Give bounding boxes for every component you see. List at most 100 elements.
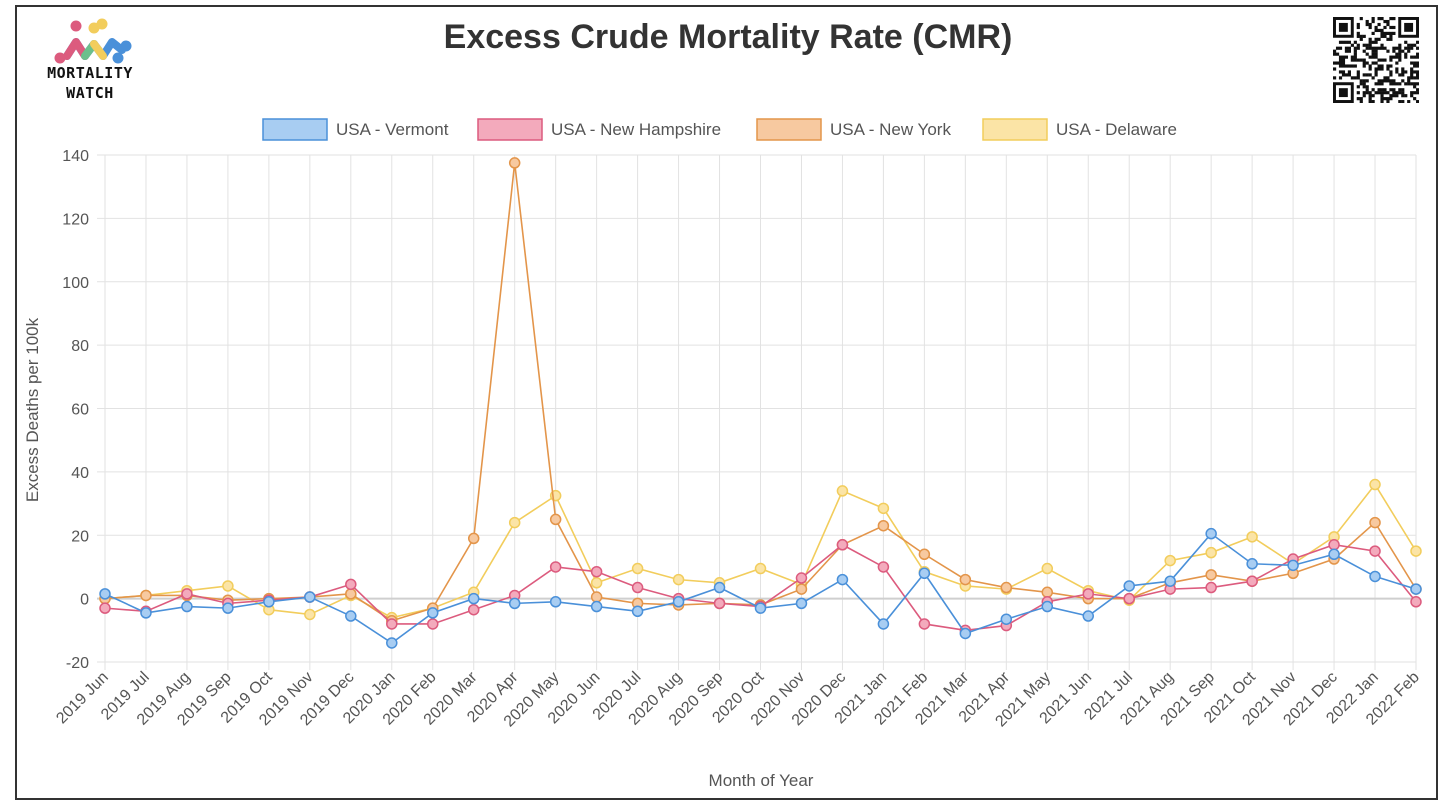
data-point[interactable]: [1246, 531, 1258, 543]
legend-item[interactable]: USA - New Hampshire: [477, 118, 721, 141]
data-point[interactable]: [467, 592, 480, 605]
data-point[interactable]: [795, 597, 808, 610]
data-point[interactable]: [1205, 569, 1217, 581]
data-point[interactable]: [1287, 559, 1299, 572]
data-point[interactable]: [795, 572, 808, 584]
data-point[interactable]: [181, 588, 193, 600]
data-point[interactable]: [1410, 545, 1422, 557]
data-point[interactable]: [1328, 539, 1340, 551]
qr-code-icon: [1333, 17, 1420, 104]
data-point[interactable]: [1164, 575, 1176, 587]
data-point[interactable]: [713, 597, 726, 610]
data-point[interactable]: [1369, 570, 1381, 583]
data-point[interactable]: [1410, 583, 1422, 595]
data-point[interactable]: [345, 610, 357, 622]
data-point[interactable]: [877, 502, 890, 515]
data-point[interactable]: [304, 608, 316, 621]
data-point[interactable]: [959, 627, 972, 640]
data-point[interactable]: [754, 602, 767, 614]
data-point[interactable]: [836, 573, 849, 586]
data-point[interactable]: [1164, 554, 1176, 567]
data-point[interactable]: [99, 588, 111, 600]
legend-swatch: [982, 118, 1048, 141]
data-point[interactable]: [1123, 580, 1135, 592]
y-tick-label: 60: [71, 402, 89, 419]
data-point[interactable]: [467, 532, 480, 545]
y-tick-label: 80: [71, 338, 89, 355]
data-point[interactable]: [222, 602, 234, 614]
data-point[interactable]: [99, 602, 111, 614]
data-point[interactable]: [1328, 548, 1340, 561]
legend-item[interactable]: USA - Delaware: [982, 118, 1177, 141]
data-point[interactable]: [795, 583, 808, 595]
data-point[interactable]: [427, 618, 439, 630]
data-point[interactable]: [918, 618, 931, 630]
data-point[interactable]: [467, 603, 480, 616]
data-point[interactable]: [508, 516, 521, 529]
data-point[interactable]: [1369, 478, 1381, 491]
data-point[interactable]: [1205, 581, 1217, 594]
data-point[interactable]: [1369, 516, 1381, 529]
data-point[interactable]: [1082, 588, 1094, 600]
data-point[interactable]: [1000, 613, 1013, 625]
y-tick-label: 20: [71, 528, 89, 545]
y-tick-label: 100: [62, 275, 89, 292]
data-point[interactable]: [508, 597, 521, 610]
y-tick-label: -20: [66, 655, 89, 672]
legend-label: USA - Vermont: [336, 120, 449, 139]
data-point[interactable]: [877, 519, 890, 532]
data-point[interactable]: [1123, 592, 1135, 605]
data-point[interactable]: [590, 565, 603, 578]
data-point[interactable]: [1041, 586, 1054, 599]
logo-text-line1: MORTALITY: [47, 64, 133, 82]
data-point[interactable]: [1246, 575, 1258, 587]
data-point[interactable]: [222, 580, 234, 592]
data-point[interactable]: [877, 618, 890, 630]
data-point[interactable]: [140, 607, 152, 619]
data-point[interactable]: [836, 539, 849, 551]
series-usa-vermont: [99, 527, 1422, 649]
data-point[interactable]: [386, 637, 398, 649]
data-point[interactable]: [181, 600, 193, 613]
data-point[interactable]: [304, 591, 316, 603]
data-point[interactable]: [386, 618, 398, 630]
data-point[interactable]: [590, 600, 603, 613]
data-point[interactable]: [631, 605, 644, 618]
data-point[interactable]: [959, 573, 972, 586]
data-point[interactable]: [345, 588, 357, 600]
data-point[interactable]: [508, 157, 521, 169]
data-point[interactable]: [263, 596, 275, 608]
legend-item[interactable]: USA - Vermont: [262, 118, 449, 141]
data-point[interactable]: [1082, 610, 1094, 622]
data-point[interactable]: [754, 562, 767, 575]
data-point[interactable]: [140, 589, 152, 602]
data-point[interactable]: [1041, 600, 1054, 613]
data-point[interactable]: [877, 561, 890, 573]
data-point[interactable]: [345, 578, 357, 591]
data-point[interactable]: [1041, 562, 1054, 575]
data-point[interactable]: [590, 577, 603, 589]
data-point[interactable]: [1246, 558, 1258, 570]
data-point[interactable]: [631, 581, 644, 594]
data-point[interactable]: [1410, 596, 1422, 608]
data-point[interactable]: [549, 596, 562, 608]
legend-item[interactable]: USA - New York: [756, 118, 951, 141]
data-point[interactable]: [590, 591, 603, 603]
data-point[interactable]: [672, 573, 685, 586]
data-point[interactable]: [549, 561, 562, 573]
data-point[interactable]: [1000, 581, 1013, 594]
data-point[interactable]: [549, 513, 562, 526]
data-point[interactable]: [631, 562, 644, 575]
data-point[interactable]: [1205, 527, 1217, 540]
y-tick-label: 0: [80, 592, 89, 609]
data-point[interactable]: [1369, 545, 1381, 557]
data-point[interactable]: [672, 596, 685, 608]
data-point[interactable]: [713, 581, 726, 594]
data-point[interactable]: [427, 607, 439, 619]
data-point[interactable]: [918, 548, 931, 561]
data-point[interactable]: [918, 567, 931, 580]
data-point[interactable]: [1205, 546, 1217, 559]
legend-label: USA - New York: [830, 120, 951, 139]
legend-swatch: [756, 118, 822, 141]
data-point[interactable]: [836, 485, 849, 497]
